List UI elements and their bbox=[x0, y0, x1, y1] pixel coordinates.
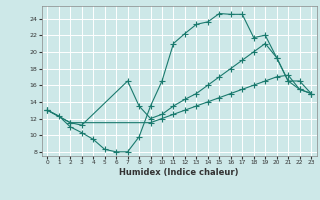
X-axis label: Humidex (Indice chaleur): Humidex (Indice chaleur) bbox=[119, 168, 239, 177]
